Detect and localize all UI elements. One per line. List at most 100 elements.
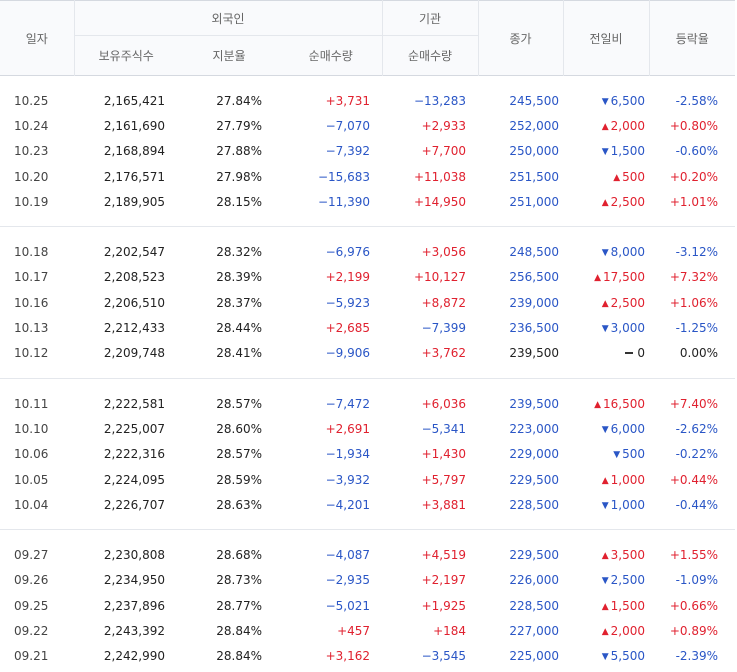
triangle-down-icon: ▼ (601, 324, 609, 335)
cell-inst-net-value: +6,036 (421, 396, 467, 411)
cell-rate: -2.58% (649, 88, 735, 113)
cell-foreign-ratio: 28.41% (178, 341, 280, 366)
cell-rate: -3.12% (649, 239, 735, 264)
cell-date: 10.25 (0, 88, 74, 113)
cell-foreign-holdings: 2,209,748 (74, 341, 178, 366)
cell-rate: +0.66% (649, 593, 735, 618)
cell-change-value: 0 (637, 346, 646, 361)
cell-close: 252,000 (478, 113, 563, 138)
cell-date: 10.20 (0, 164, 74, 189)
cell-close: 256,500 (478, 265, 563, 290)
cell-inst-net-value: +3,881 (421, 497, 467, 512)
triangle-down-icon: ▼ (601, 424, 609, 435)
cell-foreign-ratio-value: 28.59% (216, 472, 262, 487)
cell-change-value: 2,000 (610, 623, 646, 638)
cell-foreign-ratio: 27.88% (178, 139, 280, 164)
cell-change: ▼ 6,500 (563, 88, 649, 113)
header-foreign-net: 순매수량 (280, 35, 383, 76)
cell-inst-net: −5,341 (382, 416, 478, 441)
cell-foreign-holdings-value: 2,176,571 (103, 169, 165, 184)
cell-change: ▼ 2,500 (563, 568, 649, 593)
table-body: 10.25 2,165,421 27.84% +3,731 −13,283 245,500… (0, 76, 736, 669)
cell-date-value: 10.16 (14, 295, 49, 310)
cell-rate-value: +1.01% (669, 194, 719, 209)
cell-inst-net-value: +3,762 (421, 346, 467, 361)
table-row: 10.24 2,161,690 27.79% −7,070 +2,933 252,000 ▲… (0, 113, 735, 138)
cell-date: 09.26 (0, 568, 74, 593)
cell-foreign-holdings-value: 2,234,950 (103, 573, 165, 588)
cell-foreign-ratio: 28.73% (178, 568, 280, 593)
cell-foreign-net-value: +457 (337, 623, 371, 638)
cell-rate: +0.80% (649, 113, 735, 138)
cell-inst-net: +14,950 (382, 189, 478, 214)
cell-inst-net-value: +8,872 (421, 295, 467, 310)
cell-foreign-net-value: −3,932 (325, 472, 371, 487)
cell-date: 09.22 (0, 618, 74, 643)
cell-foreign-net-value: +3,731 (325, 93, 371, 108)
cell-change: ▲ 16,500 (563, 391, 649, 416)
cell-foreign-net: +2,199 (280, 265, 382, 290)
cell-foreign-net-value: −9,906 (325, 346, 371, 361)
cell-foreign-ratio-value: 27.79% (216, 118, 262, 133)
cell-foreign-net-value: −7,472 (325, 396, 371, 411)
cell-change: ▲ 500 (563, 164, 649, 189)
cell-rate-value: +0.20% (669, 169, 719, 184)
triangle-down-icon: ▼ (601, 500, 609, 511)
cell-change: ▼ 8,000 (563, 239, 649, 264)
triangle-up-icon: ▲ (601, 601, 609, 612)
cell-foreign-net: +3,731 (280, 88, 382, 113)
cell-foreign-ratio: 28.32% (178, 239, 280, 264)
cell-date: 10.19 (0, 189, 74, 214)
cell-close-value: 223,000 (509, 421, 560, 436)
table-row: 10.19 2,189,905 28.15% −11,390 +14,950 251,00… (0, 189, 735, 214)
triangle-down-icon: ▼ (601, 96, 609, 107)
table-row: 09.22 2,243,392 28.84% +457 +184 227,000 ▲ 2,00… (0, 618, 735, 643)
cell-date: 10.10 (0, 416, 74, 441)
cell-foreign-holdings: 2,222,581 (74, 391, 178, 416)
cell-inst-net: +1,430 (382, 442, 478, 467)
cell-foreign-net: −7,392 (280, 139, 382, 164)
cell-foreign-ratio-value: 28.57% (216, 447, 262, 462)
cell-rate: -2.39% (649, 644, 735, 669)
cell-foreign-holdings-value: 2,224,095 (103, 472, 165, 487)
cell-inst-net: +1,925 (382, 593, 478, 618)
cell-rate-value: +7.32% (669, 270, 719, 285)
cell-change-value: 2,500 (610, 295, 646, 310)
cell-date-value: 09.22 (14, 623, 49, 638)
cell-date-value: 10.25 (14, 93, 49, 108)
cell-date-value: 10.24 (14, 118, 49, 133)
cell-foreign-ratio-value: 28.63% (216, 497, 262, 512)
cell-date: 10.16 (0, 290, 74, 315)
cell-date-value: 10.23 (14, 144, 49, 159)
cell-foreign-ratio-value: 28.32% (216, 245, 262, 260)
cell-change: ▲ 17,500 (563, 265, 649, 290)
triangle-down-icon: ▼ (601, 652, 609, 663)
cell-foreign-ratio: 27.79% (178, 113, 280, 138)
cell-foreign-ratio-value: 28.77% (216, 598, 262, 613)
cell-close: 239,500 (478, 391, 563, 416)
table-row: 09.27 2,230,808 28.68% −4,087 +4,519 229,500 ▲… (0, 542, 735, 567)
triangle-up-icon: ▲ (601, 197, 609, 208)
cell-close: 223,000 (478, 416, 563, 441)
cell-foreign-holdings: 2,234,950 (74, 568, 178, 593)
cell-foreign-holdings: 2,242,990 (74, 644, 178, 669)
cell-change: ▼ 6,000 (563, 416, 649, 441)
cell-rate-value: 0.00% (679, 346, 719, 361)
cell-date: 10.05 (0, 467, 74, 492)
cell-change-value: 1,500 (610, 144, 646, 159)
triangle-down-icon: ▼ (613, 450, 621, 461)
cell-foreign-holdings: 2,189,905 (74, 189, 178, 214)
cell-date: 10.11 (0, 391, 74, 416)
cell-inst-net-value: +2,197 (421, 573, 467, 588)
cell-close: 227,000 (478, 618, 563, 643)
cell-inst-net-value: +5,797 (421, 472, 467, 487)
cell-foreign-holdings-value: 2,209,748 (103, 346, 165, 361)
cell-close-value: 236,500 (509, 321, 560, 336)
cell-foreign-net-value: −6,976 (325, 245, 371, 260)
cell-foreign-net: +2,685 (280, 315, 382, 340)
cell-close: 228,500 (478, 492, 563, 517)
cell-foreign-ratio: 28.68% (178, 542, 280, 567)
cell-foreign-holdings: 2,176,571 (74, 164, 178, 189)
cell-date-value: 10.11 (14, 396, 49, 411)
cell-rate: +1.01% (649, 189, 735, 214)
